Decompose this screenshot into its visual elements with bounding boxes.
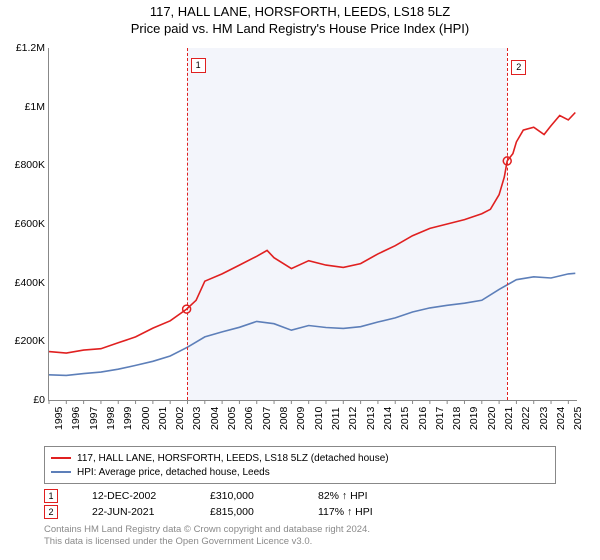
legend-row-hpi: HPI: Average price, detached house, Leed… (51, 465, 549, 479)
footer-line1: Contains HM Land Registry data © Crown c… (44, 524, 370, 536)
title-line1: 117, HALL LANE, HORSFORTH, LEEDS, LS18 5… (0, 4, 600, 21)
event-row-2: 2 22-JUN-2021 £815,000 117% ↑ HPI (44, 504, 556, 520)
legend-row-subject: 117, HALL LANE, HORSFORTH, LEEDS, LS18 5… (51, 451, 549, 465)
legend-swatch-hpi (51, 471, 71, 473)
events-table: 1 12-DEC-2002 £310,000 82% ↑ HPI 2 22-JU… (44, 488, 556, 520)
event-date-2: 22-JUN-2021 (92, 506, 182, 518)
chart-title: 117, HALL LANE, HORSFORTH, LEEDS, LS18 5… (0, 0, 600, 38)
event-row-1: 1 12-DEC-2002 £310,000 82% ↑ HPI (44, 488, 556, 504)
chart-plot-area: £0£200K£400K£600K£800K£1M£1.2M1995199619… (48, 48, 577, 401)
event-date-1: 12-DEC-2002 (92, 490, 182, 502)
footer-line2: This data is licensed under the Open Gov… (44, 536, 370, 548)
event-price-2: £815,000 (210, 506, 290, 518)
title-line2: Price paid vs. HM Land Registry's House … (0, 21, 600, 38)
legend-label-subject: 117, HALL LANE, HORSFORTH, LEEDS, LS18 5… (77, 453, 389, 464)
footer-attribution: Contains HM Land Registry data © Crown c… (44, 524, 370, 548)
chart-svg (49, 48, 577, 400)
legend-box: 117, HALL LANE, HORSFORTH, LEEDS, LS18 5… (44, 446, 556, 484)
legend-label-hpi: HPI: Average price, detached house, Leed… (77, 467, 270, 478)
event-marker-1: 1 (44, 489, 58, 503)
event-vs-1: 82% ↑ HPI (318, 490, 368, 502)
event-vs-2: 117% ↑ HPI (318, 506, 373, 518)
event-marker-2: 2 (44, 505, 58, 519)
legend-swatch-subject (51, 457, 71, 459)
event-price-1: £310,000 (210, 490, 290, 502)
